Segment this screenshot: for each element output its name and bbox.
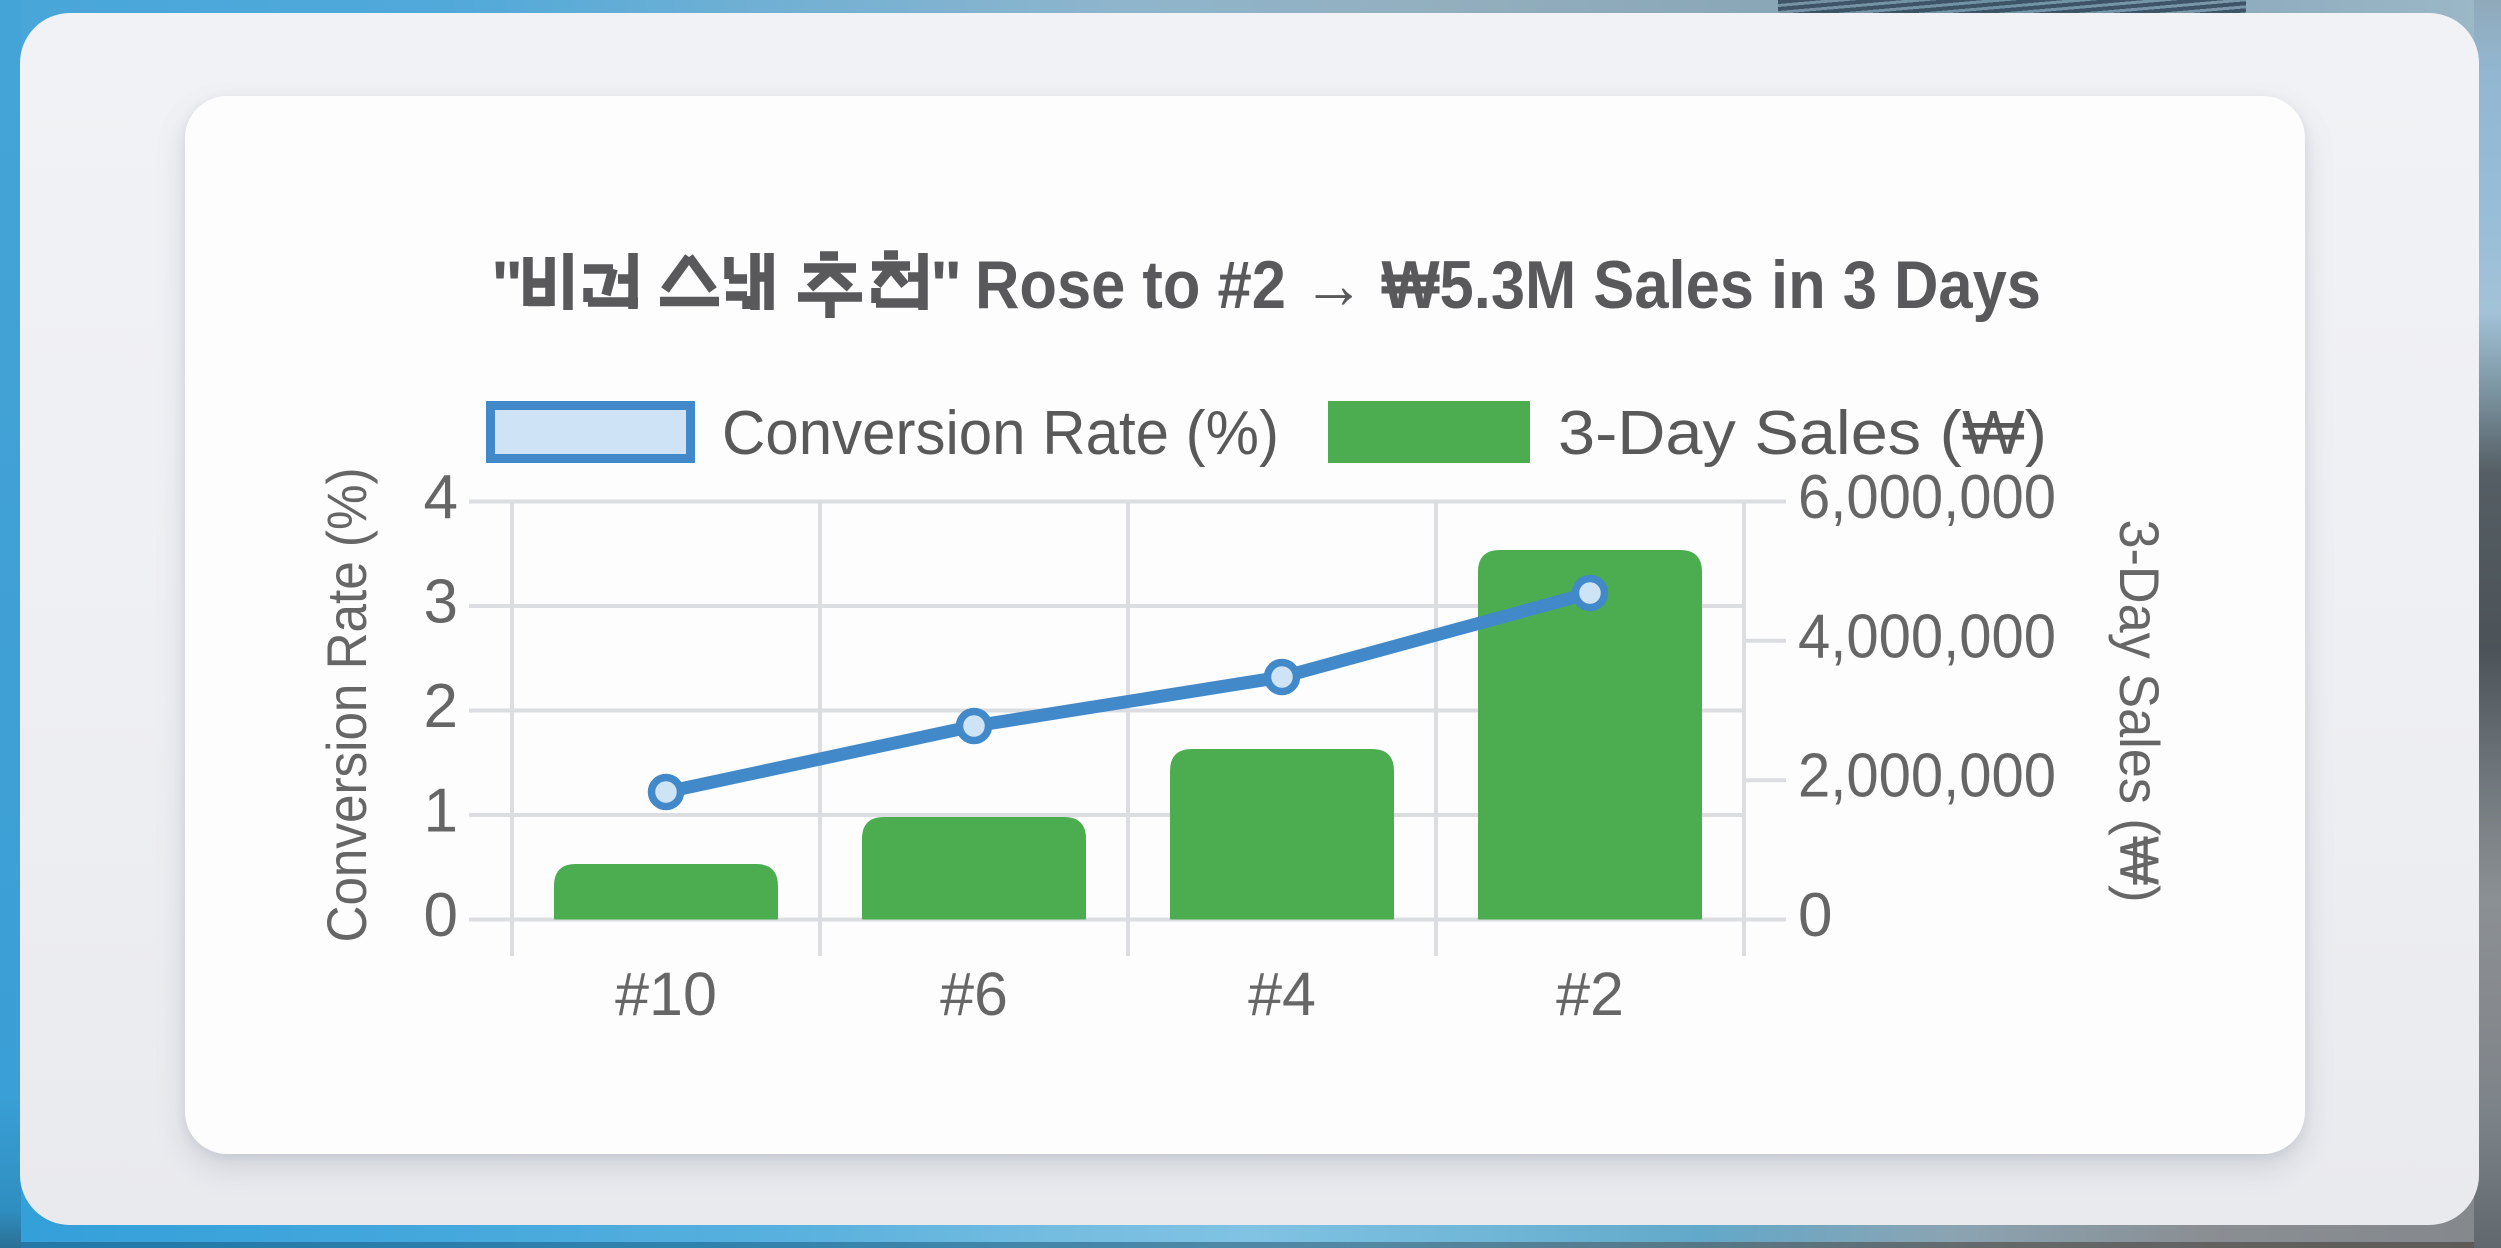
svg-text:4,000,000: 4,000,000	[1798, 602, 2056, 671]
svg-text:3: 3	[424, 568, 458, 637]
svg-text:1: 1	[424, 777, 458, 846]
svg-text:": "	[930, 247, 962, 323]
svg-text:#2: #2	[1556, 960, 1624, 1028]
svg-text:": "	[491, 247, 523, 323]
svg-text:Conversion Rate (%): Conversion Rate (%)	[315, 468, 378, 943]
svg-text:#6: #6	[940, 960, 1008, 1028]
svg-text:#4: #4	[1248, 960, 1316, 1028]
svg-text:#10: #10	[615, 960, 717, 1028]
svg-text:0: 0	[1798, 881, 1832, 950]
svg-text:3-Day Sales (₩): 3-Day Sales (₩)	[2108, 520, 2171, 903]
svg-text:Conversion Rate (%): Conversion Rate (%)	[722, 399, 1279, 468]
svg-text:4: 4	[424, 463, 458, 532]
svg-text:0: 0	[424, 881, 458, 950]
svg-text:3-Day Sales (₩): 3-Day Sales (₩)	[1558, 399, 2047, 468]
svg-text:2,000,000: 2,000,000	[1798, 741, 2056, 810]
svg-text:2: 2	[424, 672, 458, 741]
svg-text:6,000,000: 6,000,000	[1798, 463, 2056, 532]
svg-text:Rose to #2 → ₩5.3M Sales in 3: Rose to #2 → ₩5.3M Sales in 3 Days	[975, 247, 2041, 323]
